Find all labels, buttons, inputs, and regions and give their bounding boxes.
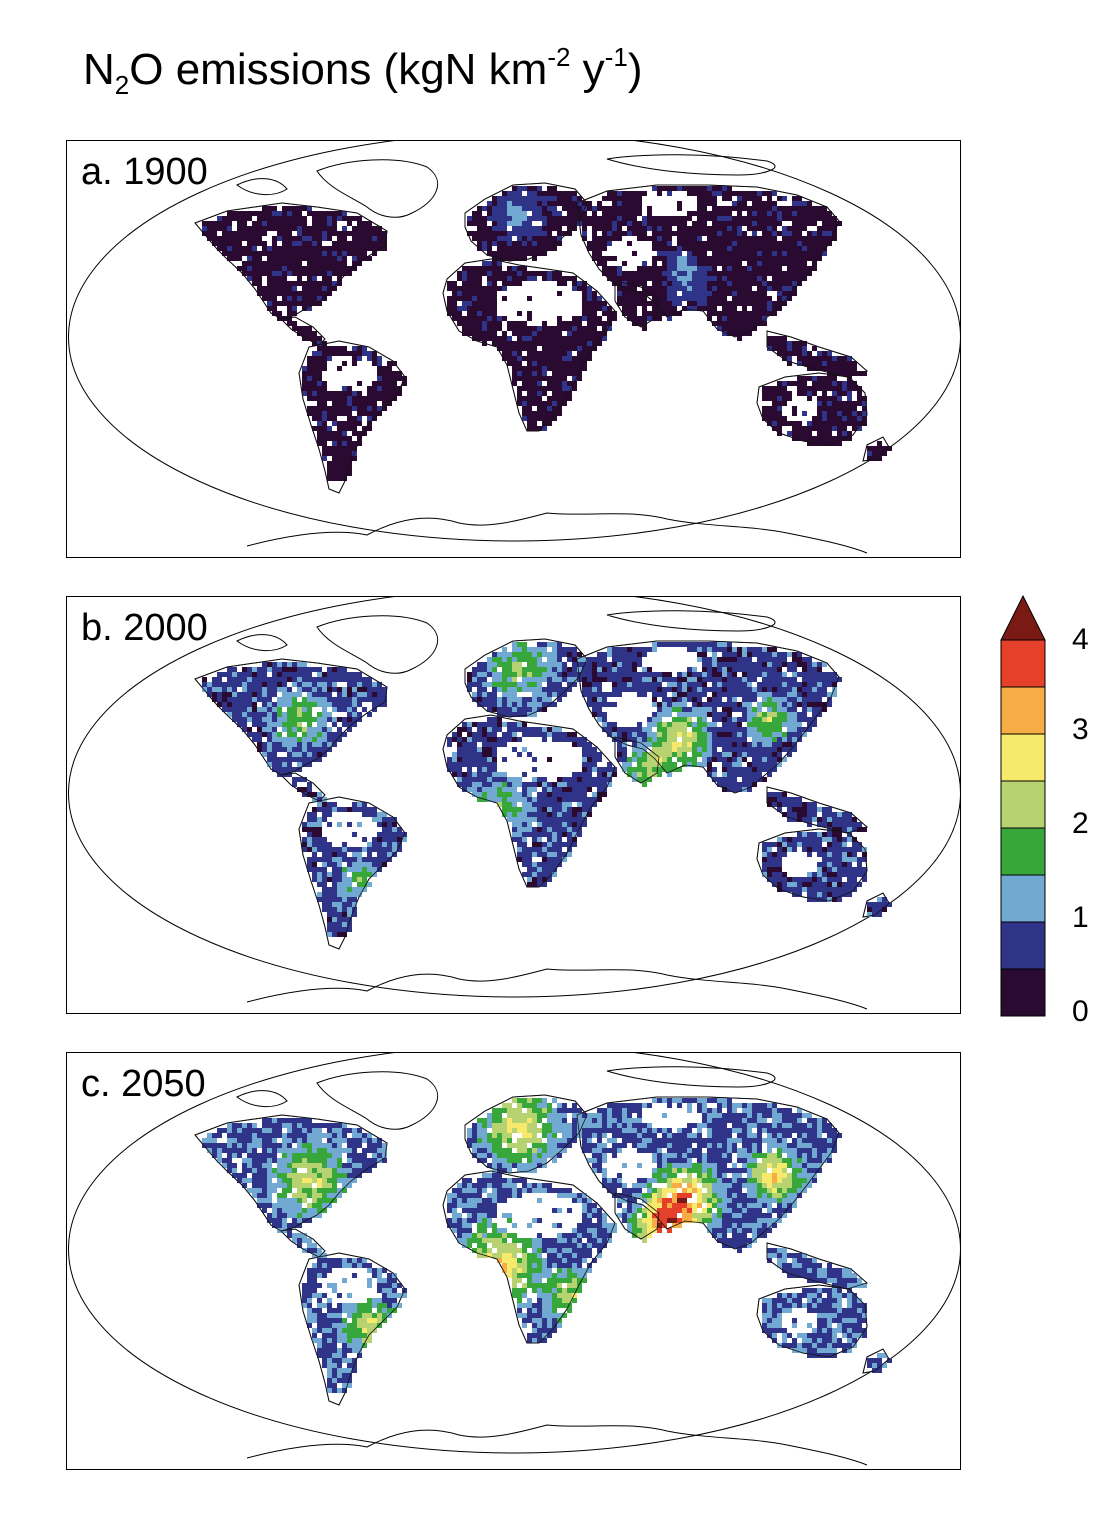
coastline-overlay	[766, 786, 868, 834]
colorbar-segment	[1000, 686, 1046, 735]
colorbar-segment	[1000, 921, 1046, 970]
coastline-overlay	[576, 1096, 840, 1250]
coastline-overlay	[280, 1228, 326, 1258]
world-map-2000	[68, 597, 960, 1010]
colorbar-segment	[1000, 874, 1046, 923]
legend-tick-3: 3	[1072, 713, 1089, 746]
coastline-overlay	[862, 436, 890, 462]
coastline-overlay	[756, 1284, 868, 1358]
antarctica-coastline	[246, 512, 868, 554]
globe-outline	[68, 597, 960, 998]
antarctica-coastline	[246, 1424, 868, 1466]
panel-label-1900: a. 1900	[81, 151, 208, 193]
coastline-overlay	[862, 1348, 890, 1374]
emission-cells	[202, 186, 892, 481]
colorbar	[1000, 594, 1046, 1017]
coastline-overlay	[442, 714, 616, 888]
globe-outline	[68, 1053, 960, 1454]
legend-tick-0: 0	[1072, 995, 1089, 1028]
arctic-coastline	[236, 610, 776, 674]
coastline-overlay	[298, 1252, 406, 1406]
coastline-overlay	[464, 638, 588, 718]
world-map-1900	[68, 141, 960, 554]
coastline-overlay	[862, 892, 890, 918]
panel-label-2000: b. 2000	[81, 607, 208, 649]
arctic-coastline	[236, 154, 776, 218]
coastline-overlay	[280, 772, 326, 802]
antarctica-coastline	[246, 968, 868, 1010]
coastline-overlay	[464, 182, 588, 262]
coastline-overlay	[194, 202, 388, 320]
coastline-overlay	[756, 828, 868, 902]
colorbar-segment	[1000, 780, 1046, 829]
coastline-overlay	[766, 330, 868, 378]
coastline-overlay	[766, 1242, 868, 1290]
legend-tick-2: 2	[1072, 807, 1089, 840]
colorbar-segment	[1000, 639, 1046, 688]
coastline-overlay	[576, 184, 840, 338]
coastline-overlay	[614, 736, 660, 784]
coastline-overlay	[194, 1114, 388, 1232]
colorbar-segment	[1000, 827, 1046, 876]
emission-cells	[202, 642, 892, 937]
colorbar-segment	[1000, 968, 1046, 1017]
colorbar-segment	[1000, 733, 1046, 782]
world-map-2050	[68, 1053, 960, 1466]
coastline-overlay	[298, 340, 406, 494]
map-panel-1900: a. 1900	[66, 140, 961, 558]
emission-cells	[202, 1098, 892, 1393]
arctic-coastline	[236, 1066, 776, 1130]
map-panel-2000: b. 2000	[66, 596, 961, 1014]
legend-tick-1: 1	[1072, 901, 1089, 934]
coastline-overlay	[442, 258, 616, 432]
map-title: N2O emissions (kgN km-2 y-1)	[83, 42, 643, 100]
coastline-overlay	[442, 1170, 616, 1344]
colorbar-extend-triangle	[1000, 594, 1046, 641]
panel-label-2050: c. 2050	[81, 1063, 206, 1105]
coastline-overlay	[576, 640, 840, 794]
colorbar-legend: 4 3 2 1 0	[1000, 594, 1117, 1028]
coastline-overlay	[464, 1094, 588, 1174]
coastline-overlay	[194, 658, 388, 776]
coastline-overlay	[756, 372, 868, 446]
coastline-overlay	[614, 280, 660, 328]
globe-outline	[68, 141, 960, 542]
coastline-overlay	[298, 796, 406, 950]
legend-tick-4: 4	[1072, 623, 1089, 656]
coastline-overlay	[614, 1192, 660, 1240]
coastline-overlay	[280, 316, 326, 346]
map-panel-2050: c. 2050	[66, 1052, 961, 1470]
